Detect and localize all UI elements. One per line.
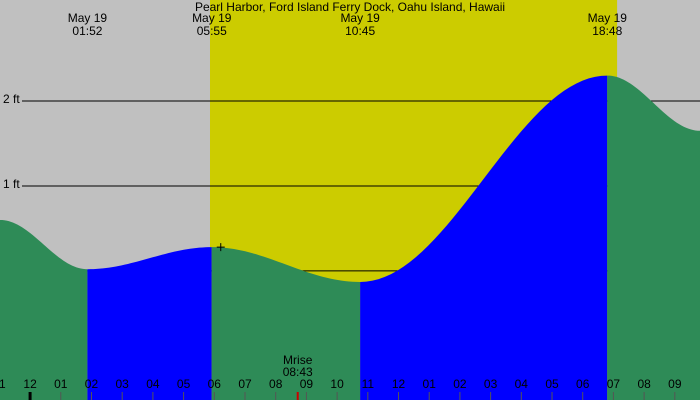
x-tick-label: 12: [23, 377, 37, 391]
event-time: 01:52: [72, 24, 102, 38]
event-time: 18:48: [592, 24, 622, 38]
y-tick-label: 1 ft: [3, 177, 20, 191]
event-date: May 19: [192, 11, 232, 25]
moonrise-time: 08:43: [283, 365, 313, 379]
x-tick-label: 09: [300, 377, 314, 391]
x-tick-label: 03: [116, 377, 130, 391]
x-tick-label: 08: [637, 377, 651, 391]
event-time: 05:55: [197, 24, 227, 38]
x-tick-label: 05: [545, 377, 559, 391]
x-tick-label: 03: [484, 377, 498, 391]
x-tick-label: 04: [146, 377, 160, 391]
moonrise-label: Mrise: [283, 353, 313, 367]
falling-tide: [607, 75, 700, 400]
event-date: May 19: [68, 11, 108, 25]
x-tick-label: 11: [362, 377, 375, 391]
chart-title: Pearl Harbor, Ford Island Ferry Dock, Oa…: [195, 0, 505, 14]
event-date: May 19: [588, 11, 628, 25]
event-date: May 19: [340, 11, 380, 25]
event-time: 10:45: [345, 24, 375, 38]
x-tick-label: 11: [0, 377, 6, 391]
x-tick-label: 08: [269, 377, 283, 391]
x-tick-label: 09: [668, 377, 682, 391]
y-tick-label: 2 ft: [3, 92, 20, 106]
crosshair: [216, 243, 225, 252]
rising-tide: [87, 247, 212, 400]
x-tick-label: 02: [85, 377, 99, 391]
x-tick-label: 02: [453, 377, 467, 391]
x-tick-label: 06: [208, 377, 222, 391]
x-tick-label: 01: [423, 377, 437, 391]
x-tick-label: 01: [54, 377, 68, 391]
x-tick-label: 06: [576, 377, 590, 391]
x-tick-label: 04: [515, 377, 529, 391]
falling-tide: [0, 219, 88, 400]
x-tick-label: 12: [392, 377, 406, 391]
falling-tide: [211, 247, 361, 400]
x-tick-label: 07: [238, 377, 252, 391]
x-tick-label: 07: [607, 377, 621, 391]
rising-tide: [360, 75, 608, 400]
x-tick-label: 05: [177, 377, 191, 391]
x-tick-label: 10: [330, 377, 344, 391]
